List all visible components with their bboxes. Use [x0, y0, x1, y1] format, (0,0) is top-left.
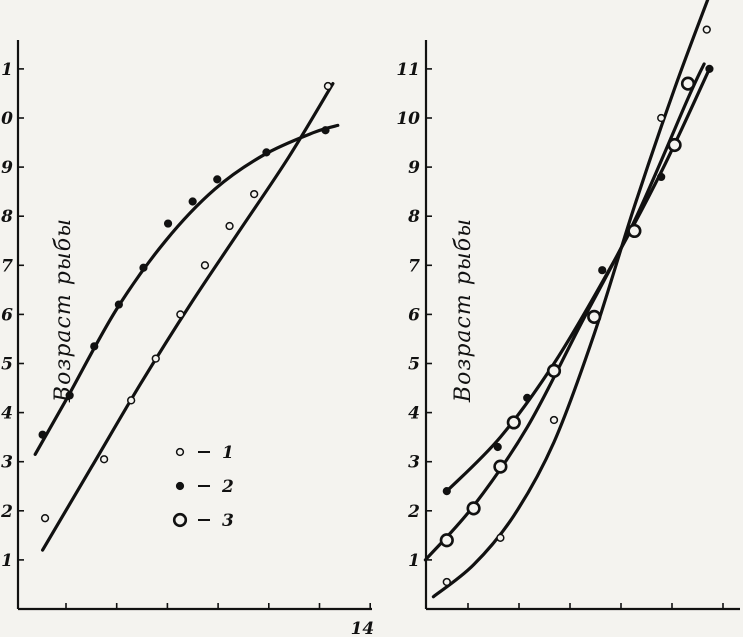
series-2-point	[114, 300, 123, 309]
series-2-point	[188, 197, 197, 206]
series-2-curve	[33, 123, 340, 456]
series-1-point	[200, 261, 210, 270]
series-2-point	[90, 342, 99, 351]
chart-panel-left: 1 2 3 4 5 6 7 8 9 10 11 14 Возраст рыбы 1 2 3	[0, 40, 374, 637]
series-1-point	[702, 25, 711, 34]
series-2-point	[65, 391, 74, 400]
y-tick-label: 10	[0, 109, 13, 129]
x-tick-label: 14	[351, 619, 375, 637]
series-1-point	[99, 455, 109, 464]
series-2-curve	[445, 67, 711, 493]
series-1-point	[127, 396, 136, 405]
y-tick-label: 5	[1, 355, 13, 375]
series-2-point	[705, 64, 714, 74]
series-2-point	[523, 393, 532, 402]
series-1-point	[225, 221, 234, 231]
y-tick-label: 1	[408, 551, 420, 571]
series-1-curve	[41, 82, 335, 552]
y-tick-label: 2	[407, 502, 420, 522]
y-tick-label: 3	[408, 453, 420, 473]
y-axis-label: Возраст рыбы	[451, 218, 476, 403]
y-tick-label: 4	[408, 404, 420, 424]
series-3-point	[667, 137, 682, 153]
y-tick-label: 8	[0, 207, 13, 227]
series-2-point	[38, 430, 47, 439]
y-tick-label: 9	[408, 158, 420, 178]
series-3-point	[627, 223, 642, 239]
y-tick-label: 5	[408, 355, 420, 375]
legend-marker	[175, 481, 185, 491]
y-tick-label: 7	[1, 256, 13, 276]
series-2-point	[139, 263, 148, 272]
series-3-point	[546, 363, 562, 378]
series-1-point	[323, 81, 333, 91]
series-1-point	[151, 354, 160, 363]
y-tick-label: 11	[0, 60, 13, 80]
series-2-point	[442, 487, 451, 496]
series-2-point	[262, 148, 271, 157]
y-tick-label: 11	[396, 60, 420, 80]
series-1-point	[250, 189, 259, 199]
y-axis-label: Возраст рыбы	[51, 218, 76, 403]
series-2-point	[657, 172, 666, 182]
legend-label: 2	[221, 477, 234, 497]
series-3-point	[466, 501, 481, 516]
legend-marker	[172, 512, 188, 528]
y-tick-label: 3	[1, 453, 13, 473]
series-3-point	[439, 533, 454, 548]
y-tick-label: 10	[396, 109, 420, 129]
series-3-point	[506, 415, 521, 430]
series-2-point	[321, 126, 330, 135]
series-1-curve	[431, 0, 710, 599]
chart-panel-right: 1 2 3 4 5 6 7 8 9 10 11 Возраст рыбы	[396, 0, 740, 611]
series-1-point	[657, 113, 666, 123]
y-tick-label: 7	[408, 256, 420, 276]
series-1-point	[176, 310, 185, 319]
series-2-point	[493, 442, 502, 452]
legend-label: 3	[222, 511, 234, 531]
legend-label: 1	[222, 443, 234, 463]
series-1-point	[442, 577, 451, 587]
series-2-point	[163, 219, 173, 228]
series-1-point	[496, 533, 505, 542]
series-1-point	[40, 514, 50, 523]
y-tick-label: 4	[1, 404, 13, 424]
series-3-point	[680, 76, 696, 91]
y-tick-label: 2	[0, 502, 13, 522]
y-tick-label: 6	[408, 305, 420, 325]
y-tick-label: 6	[1, 305, 13, 325]
series-3-point	[587, 309, 602, 324]
legend-marker	[175, 447, 185, 457]
series-2-point	[598, 266, 607, 275]
series-3-point	[493, 459, 508, 474]
series-1-point	[549, 415, 559, 425]
y-tick-label: 9	[1, 158, 13, 178]
series-2-point	[213, 175, 222, 184]
y-tick-label: 8	[407, 207, 420, 227]
y-tick-label: 1	[1, 551, 13, 571]
